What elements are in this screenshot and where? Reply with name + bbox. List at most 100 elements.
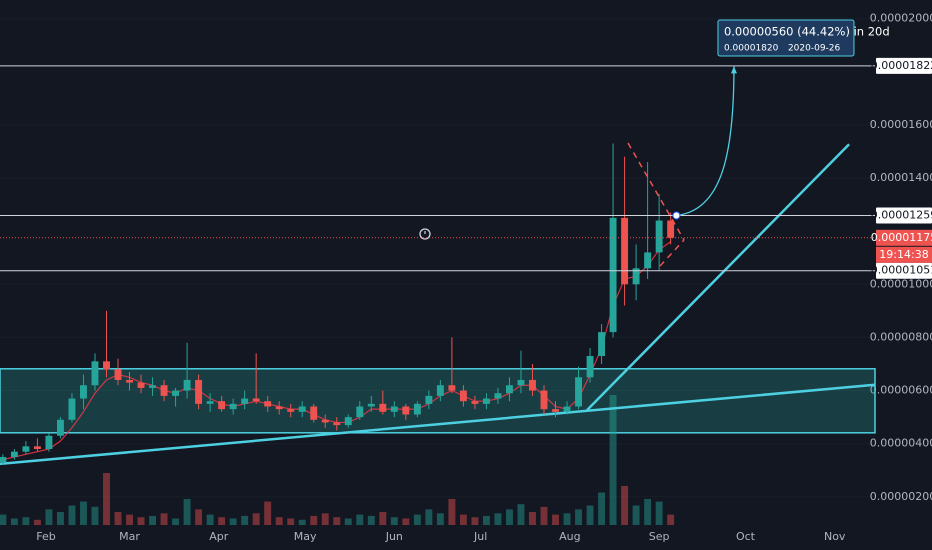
x-tick-label: Sep	[649, 530, 670, 543]
volume-bar	[482, 515, 490, 525]
candle-body	[448, 385, 456, 391]
alarm-icon	[419, 228, 431, 240]
projection-box	[717, 19, 855, 57]
volume-bar	[552, 514, 559, 525]
y-tick-label: 0.00000800	[870, 330, 932, 343]
candle-body	[598, 332, 606, 357]
volume-bar	[252, 513, 260, 525]
candle-body	[482, 398, 490, 404]
candle-body	[126, 379, 133, 383]
volume-bar	[344, 518, 352, 525]
candle-body	[252, 398, 260, 402]
volume-bar	[229, 518, 237, 525]
candle-body	[103, 361, 110, 370]
volume-bar	[367, 515, 375, 525]
candle-body	[367, 403, 375, 407]
y-tick-label: 0.00002000	[870, 12, 932, 25]
volume-bar	[517, 504, 525, 525]
projection-price: 0.00001820	[724, 44, 779, 54]
candle-body	[333, 422, 341, 426]
candle-body	[10, 451, 18, 457]
volume-bar	[598, 492, 606, 525]
candle-body	[310, 406, 318, 420]
y-tick-label: 0.00001000	[870, 277, 932, 290]
candle-body	[241, 398, 249, 404]
y-tick-label: 0.00001400	[870, 171, 932, 184]
volume-bar	[310, 515, 318, 525]
x-tick-label: Jul	[473, 530, 487, 543]
y-tick-label: 0.00000600	[870, 384, 932, 397]
projection-start	[672, 211, 681, 220]
candle-body	[0, 456, 7, 463]
volume-bar	[287, 518, 295, 525]
candle-body	[68, 398, 76, 420]
candle-body	[356, 406, 364, 418]
x-tick-label: May	[294, 530, 317, 543]
volume-bar	[379, 512, 387, 525]
y-tick-label: 0.00000200	[870, 490, 932, 503]
volume-bar	[80, 501, 87, 525]
candle-body	[114, 369, 122, 380]
wedge-lower	[659, 239, 685, 267]
zone	[0, 368, 876, 434]
volume-bar	[586, 505, 594, 525]
volume-bar	[632, 505, 640, 525]
candle-body	[471, 401, 479, 404]
price-label: 0.00001051	[871, 264, 932, 277]
projection-marker	[730, 66, 737, 74]
candle-body	[494, 393, 502, 399]
candle-body	[137, 382, 145, 388]
candle-body	[609, 217, 617, 333]
trend-line	[586, 143, 850, 411]
volume-bar	[114, 512, 122, 525]
countdown-label: 19:14:38	[879, 248, 928, 261]
candle-body	[183, 379, 191, 391]
volume-bar	[68, 505, 76, 525]
candle-body	[56, 419, 64, 436]
candle-body	[321, 419, 329, 423]
x-tick-label: Mar	[119, 530, 140, 543]
volume-bar	[22, 517, 30, 525]
candle-body	[379, 403, 387, 412]
volume-bar	[655, 501, 663, 525]
candle-body	[413, 403, 421, 415]
candle-body	[459, 390, 467, 402]
volume-bar	[529, 512, 536, 525]
countdown-box	[876, 246, 932, 263]
volume-bar	[183, 499, 191, 525]
volume-bar	[448, 499, 456, 525]
candle-body	[45, 435, 53, 450]
volume-bar	[506, 509, 513, 525]
price-label-box	[876, 207, 932, 224]
candle-body	[667, 220, 675, 238]
volume-bar	[667, 514, 675, 525]
candle-body	[402, 406, 410, 415]
volume-bar	[425, 509, 433, 525]
volume-bar	[321, 513, 329, 525]
x-tick-label: Jun	[385, 530, 403, 543]
volume-bar	[275, 517, 283, 525]
candle-body	[33, 446, 41, 450]
volume-bar	[436, 513, 444, 525]
candle-body	[218, 401, 226, 410]
volume-bar	[172, 518, 180, 525]
candle-body	[586, 356, 594, 378]
candle-body	[298, 406, 306, 412]
volume-bar	[298, 519, 306, 525]
wedge-pattern	[627, 142, 685, 267]
volume-bar	[10, 518, 18, 525]
candle-body	[344, 417, 352, 426]
volume-bar	[241, 515, 249, 525]
candle-body	[563, 406, 571, 412]
price-label-box	[876, 262, 932, 279]
volume-bar	[609, 395, 617, 525]
volume-bar	[195, 509, 203, 525]
candle-body	[22, 446, 30, 452]
candle-body	[172, 390, 180, 396]
volume-bar	[33, 519, 41, 525]
volume-bar	[160, 513, 168, 525]
volume-bar	[206, 514, 214, 525]
candle-body	[91, 361, 99, 386]
